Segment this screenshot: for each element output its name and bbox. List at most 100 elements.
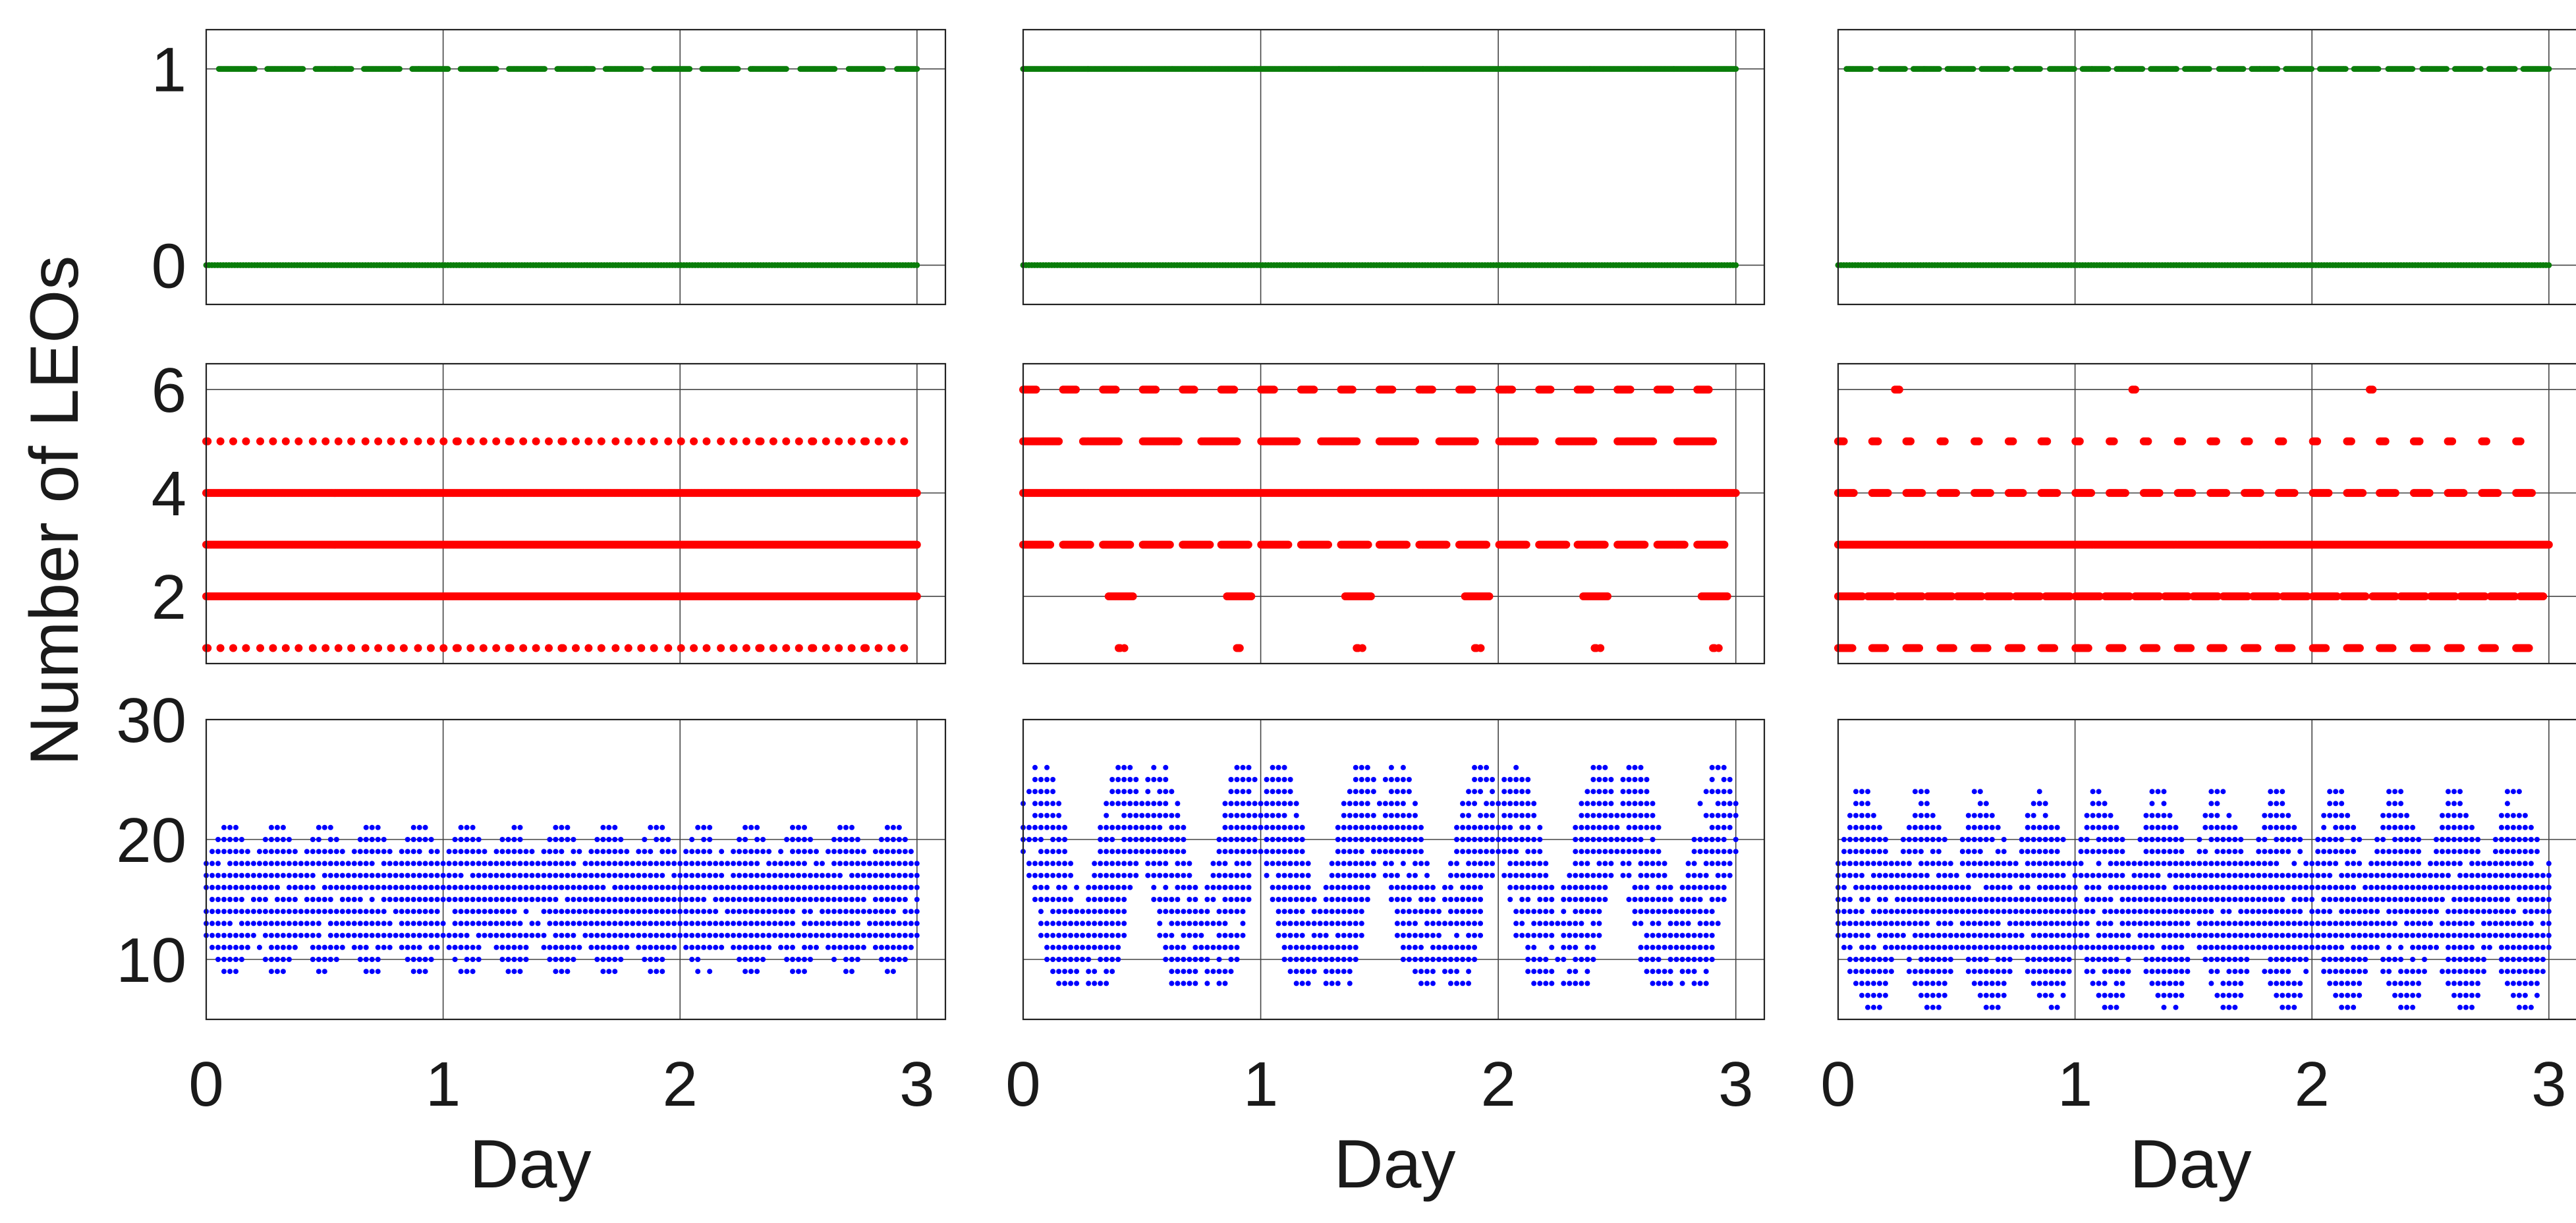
data-point <box>769 437 777 445</box>
y-tick-label: 4 <box>152 459 186 529</box>
data-point <box>702 644 711 652</box>
data-point <box>835 437 843 445</box>
data-point <box>242 644 250 652</box>
data-point <box>2477 66 2484 72</box>
data-point <box>1206 540 1214 549</box>
data-point <box>308 437 317 445</box>
data-point <box>1411 437 1419 445</box>
data-point <box>479 644 488 652</box>
data-point <box>584 644 593 652</box>
data-point <box>624 644 632 652</box>
data-point <box>782 644 791 652</box>
data-point <box>453 644 462 652</box>
data-point <box>1244 540 1252 549</box>
data-point <box>1604 592 1611 600</box>
data-point <box>650 437 658 445</box>
data-point <box>1086 540 1094 549</box>
data-point <box>900 437 909 445</box>
plot-frame <box>205 28 947 306</box>
data-point <box>2444 66 2450 72</box>
data-point <box>426 437 435 445</box>
data-point <box>2375 66 2382 72</box>
data-point <box>347 644 356 652</box>
data-point <box>1165 540 1174 549</box>
data-point <box>597 644 605 652</box>
data-point <box>912 540 921 549</box>
data-point <box>822 644 830 652</box>
data-point <box>1649 437 1658 445</box>
data-point <box>729 437 738 445</box>
data-point <box>387 644 395 652</box>
data-point <box>426 644 435 652</box>
data-point <box>1482 540 1491 549</box>
data-point <box>1714 644 1723 652</box>
y-tick-label: 2 <box>152 562 186 633</box>
panel-r1-c2 <box>1020 28 1766 306</box>
plot-area <box>206 30 945 304</box>
panel-r2-c1: 246 <box>152 355 947 665</box>
data-point <box>637 644 646 652</box>
data-point <box>638 66 644 72</box>
data-point <box>532 644 540 652</box>
data-point <box>914 262 920 268</box>
data-point <box>1640 540 1649 549</box>
data-point <box>887 644 895 652</box>
data-point <box>545 644 553 652</box>
data-point <box>1476 644 1485 652</box>
data-point <box>1120 644 1129 652</box>
data-point <box>1596 644 1605 652</box>
data-point <box>466 437 475 445</box>
data-point <box>572 437 580 445</box>
data-point <box>294 644 303 652</box>
data-point <box>361 644 370 652</box>
data-point <box>479 437 488 445</box>
data-point <box>677 437 685 445</box>
data-point <box>1470 437 1479 445</box>
data-point <box>847 644 856 652</box>
data-point <box>1733 262 1739 268</box>
data-point <box>269 644 277 652</box>
data-point <box>1868 66 1874 72</box>
data-point <box>281 644 290 652</box>
data-point <box>1403 540 1411 549</box>
data-point <box>795 437 803 445</box>
data-point <box>492 644 501 652</box>
data-point <box>795 644 803 652</box>
data-point <box>1901 66 1908 72</box>
series-points <box>203 66 920 268</box>
series-points <box>1020 66 1739 268</box>
data-point <box>611 644 620 652</box>
data-point <box>690 644 698 652</box>
data-point <box>2511 66 2518 72</box>
data-point <box>912 592 921 600</box>
data-point <box>256 437 264 445</box>
data-point <box>831 66 838 72</box>
data-point <box>702 437 711 445</box>
data-point <box>396 66 403 72</box>
data-point <box>742 644 750 652</box>
y-tick-label: 0 <box>152 231 186 301</box>
data-point <box>2546 262 2552 268</box>
panel-r1-c3 <box>1835 28 2576 306</box>
data-point <box>912 489 921 498</box>
data-point <box>624 437 632 445</box>
data-point <box>1126 540 1134 549</box>
data-point <box>2546 66 2552 72</box>
data-point <box>453 437 462 445</box>
data-point <box>2240 66 2247 72</box>
data-point <box>835 644 843 652</box>
data-point <box>584 437 593 445</box>
data-point <box>1247 592 1256 600</box>
data-point <box>782 437 791 445</box>
data-point <box>399 437 408 445</box>
data-point <box>216 644 225 652</box>
data-point <box>347 437 356 445</box>
data-point <box>2071 66 2077 72</box>
data-point <box>729 644 738 652</box>
data-point <box>2004 66 2011 72</box>
data-point <box>2105 66 2112 72</box>
data-point <box>1353 437 1361 445</box>
data-point <box>399 644 408 652</box>
